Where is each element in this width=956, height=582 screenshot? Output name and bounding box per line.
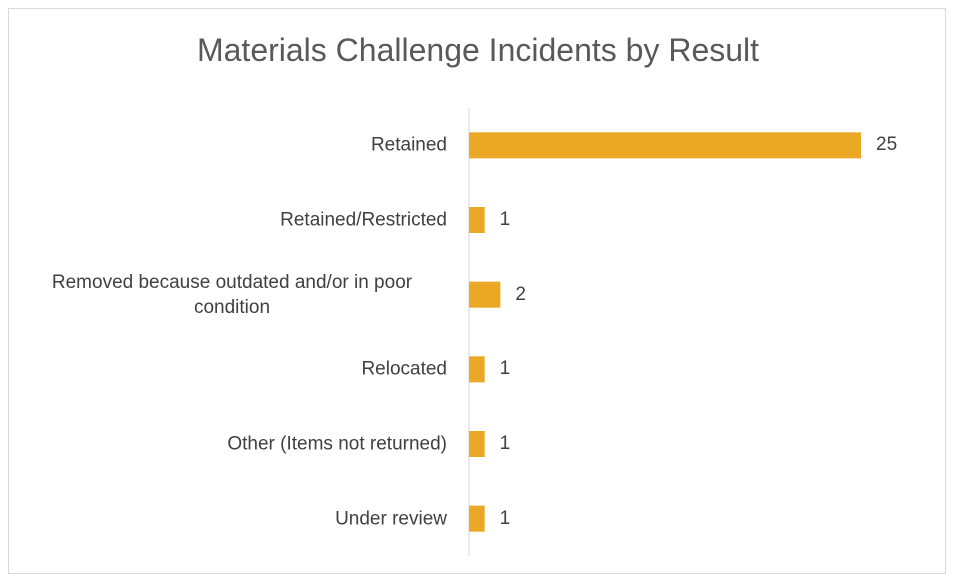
category-label: Under review <box>335 508 447 530</box>
bar <box>469 505 485 532</box>
data-label: 1 <box>499 507 511 529</box>
category-label: Retained <box>370 134 447 156</box>
category-label: Removed because outdated and/or in poor … <box>51 271 413 318</box>
category-label-box: Retained/Restricted <box>17 208 447 233</box>
data-label: 1 <box>499 209 511 230</box>
data-label: 1 <box>499 358 511 380</box>
data-label: 25 <box>876 134 898 156</box>
category-label-box: Under review <box>17 506 447 531</box>
data-label: 2 <box>515 283 526 305</box>
chart-title: Materials Challenge Incidents by Result <box>196 32 760 68</box>
category-label: Other (Items not returned) <box>227 433 447 455</box>
category-label-box: Other (Items not returned) <box>17 432 447 457</box>
bar <box>469 207 485 233</box>
category-label-box: Removed because outdated and/or in poor … <box>17 270 447 320</box>
data-label: 1 <box>499 433 511 454</box>
category-label: Relocated <box>361 358 447 380</box>
bar <box>469 132 861 159</box>
bar <box>469 356 485 383</box>
chart-frame <box>8 8 946 574</box>
bar <box>469 281 501 308</box>
category-label-box: Retained <box>17 133 447 158</box>
category-label: Retained/Restricted <box>280 209 447 231</box>
bar <box>469 431 485 457</box>
category-label-box: Relocated <box>17 357 447 382</box>
